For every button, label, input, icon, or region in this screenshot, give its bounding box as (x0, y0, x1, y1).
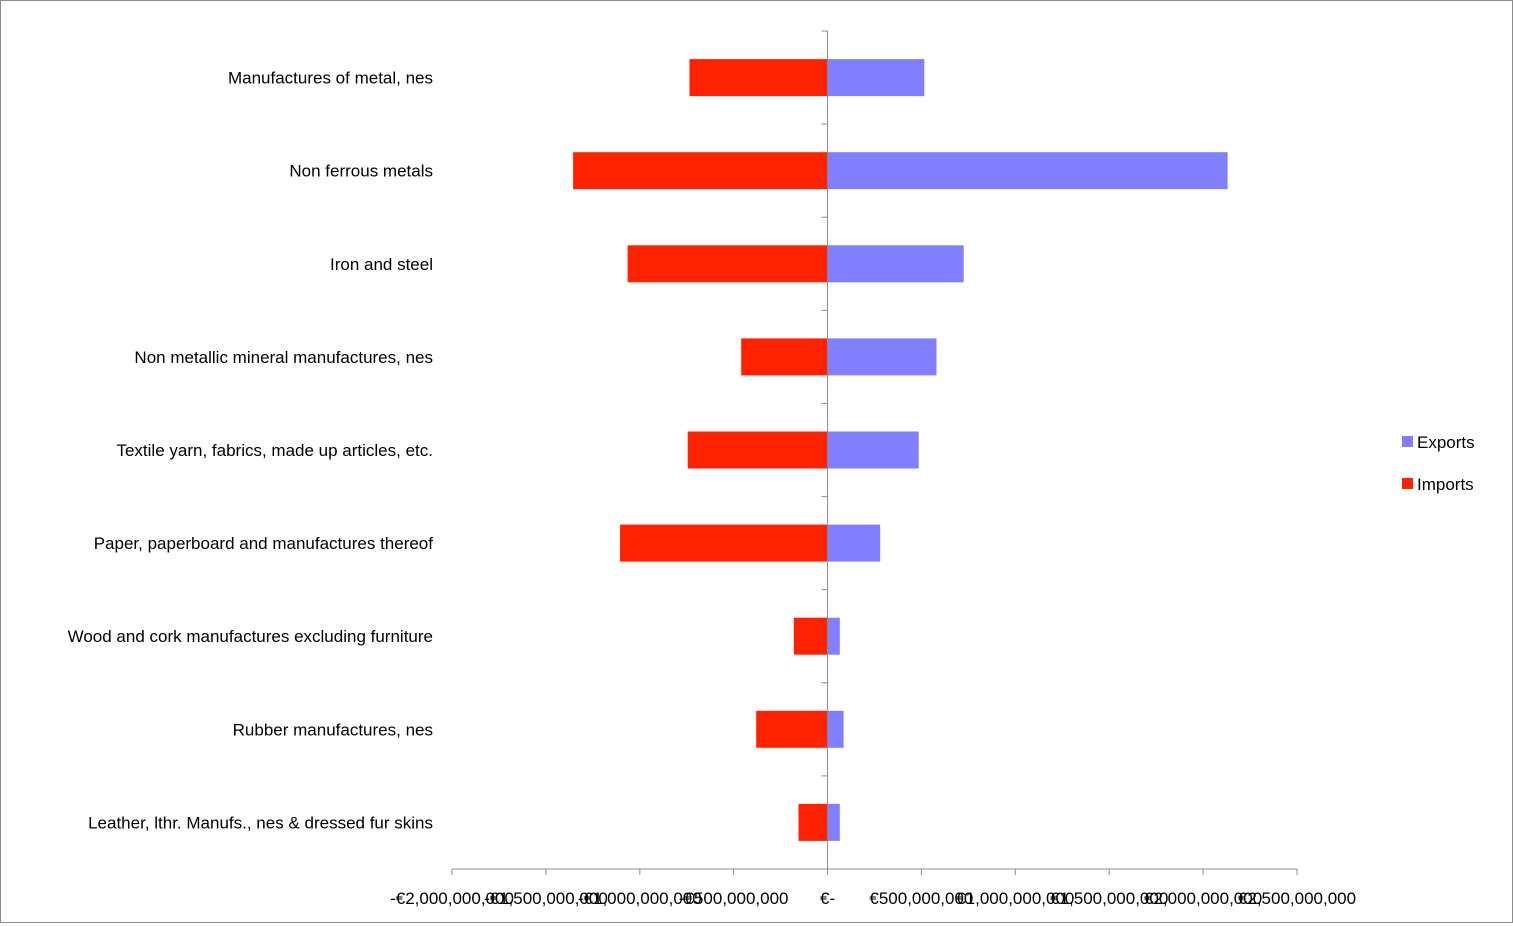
category-label: Wood and cork manufactures excluding fur… (68, 627, 433, 646)
legend: Exports Imports (1402, 433, 1475, 494)
x-axis-layer: -€2,000,000,000-€1,500,000,000-€1,000,00… (390, 868, 1356, 908)
bar-exports (827, 431, 919, 469)
x-tick-label: -€1,500,000,000 (484, 889, 608, 908)
x-tick-label: €2,500,000,000 (1238, 889, 1356, 908)
bars-layer (573, 59, 1228, 841)
category-label: Manufactures of metal, nes (228, 69, 433, 88)
x-tick-label: -€500,000,000 (679, 889, 789, 908)
category-label: Non metallic mineral manufactures, nes (134, 348, 433, 367)
bar-imports (620, 524, 828, 562)
bar-exports (827, 803, 840, 841)
bar-imports (687, 431, 828, 469)
category-label: Non ferrous metals (289, 162, 433, 181)
bar-imports (573, 152, 828, 190)
category-label: Textile yarn, fabrics, made up articles,… (116, 441, 433, 460)
legend-swatch-imports (1402, 478, 1413, 489)
bar-imports (741, 338, 828, 376)
legend-swatch-exports (1402, 436, 1413, 447)
x-tick-label: €1,000,000,000 (956, 889, 1074, 908)
bar-exports (827, 617, 840, 655)
x-tick-label: -€1,000,000,000 (578, 889, 702, 908)
x-tick-label: €- (820, 889, 835, 908)
legend-label-imports: Imports (1417, 475, 1474, 494)
x-tick-label: -€2,000,000,000 (390, 889, 514, 908)
category-label: Rubber manufactures, nes (233, 720, 433, 739)
category-labels-layer: Manufactures of metal, nes Non ferrous me… (68, 69, 434, 833)
bar-imports (756, 710, 828, 748)
bar-exports (827, 710, 844, 748)
x-tick-label: €500,000,000 (869, 889, 973, 908)
bar-imports (793, 617, 828, 655)
bar-imports (689, 59, 828, 97)
bar-imports (627, 245, 828, 283)
bar-exports (827, 338, 937, 376)
x-tick-label: €2,000,000,000 (1144, 889, 1262, 908)
bar-exports (827, 245, 964, 283)
x-tick-label: €1,500,000,000 (1050, 889, 1168, 908)
bar-exports (827, 524, 881, 562)
category-label: Paper, paperboard and manufactures there… (94, 534, 434, 553)
legend-label-exports: Exports (1417, 433, 1475, 452)
category-label: Iron and steel (330, 255, 433, 274)
bar-exports (827, 152, 1228, 190)
bar-exports (827, 59, 925, 97)
category-label: Leather, lthr. Manufs., nes & dressed fu… (88, 813, 433, 832)
bar-imports (798, 803, 828, 841)
